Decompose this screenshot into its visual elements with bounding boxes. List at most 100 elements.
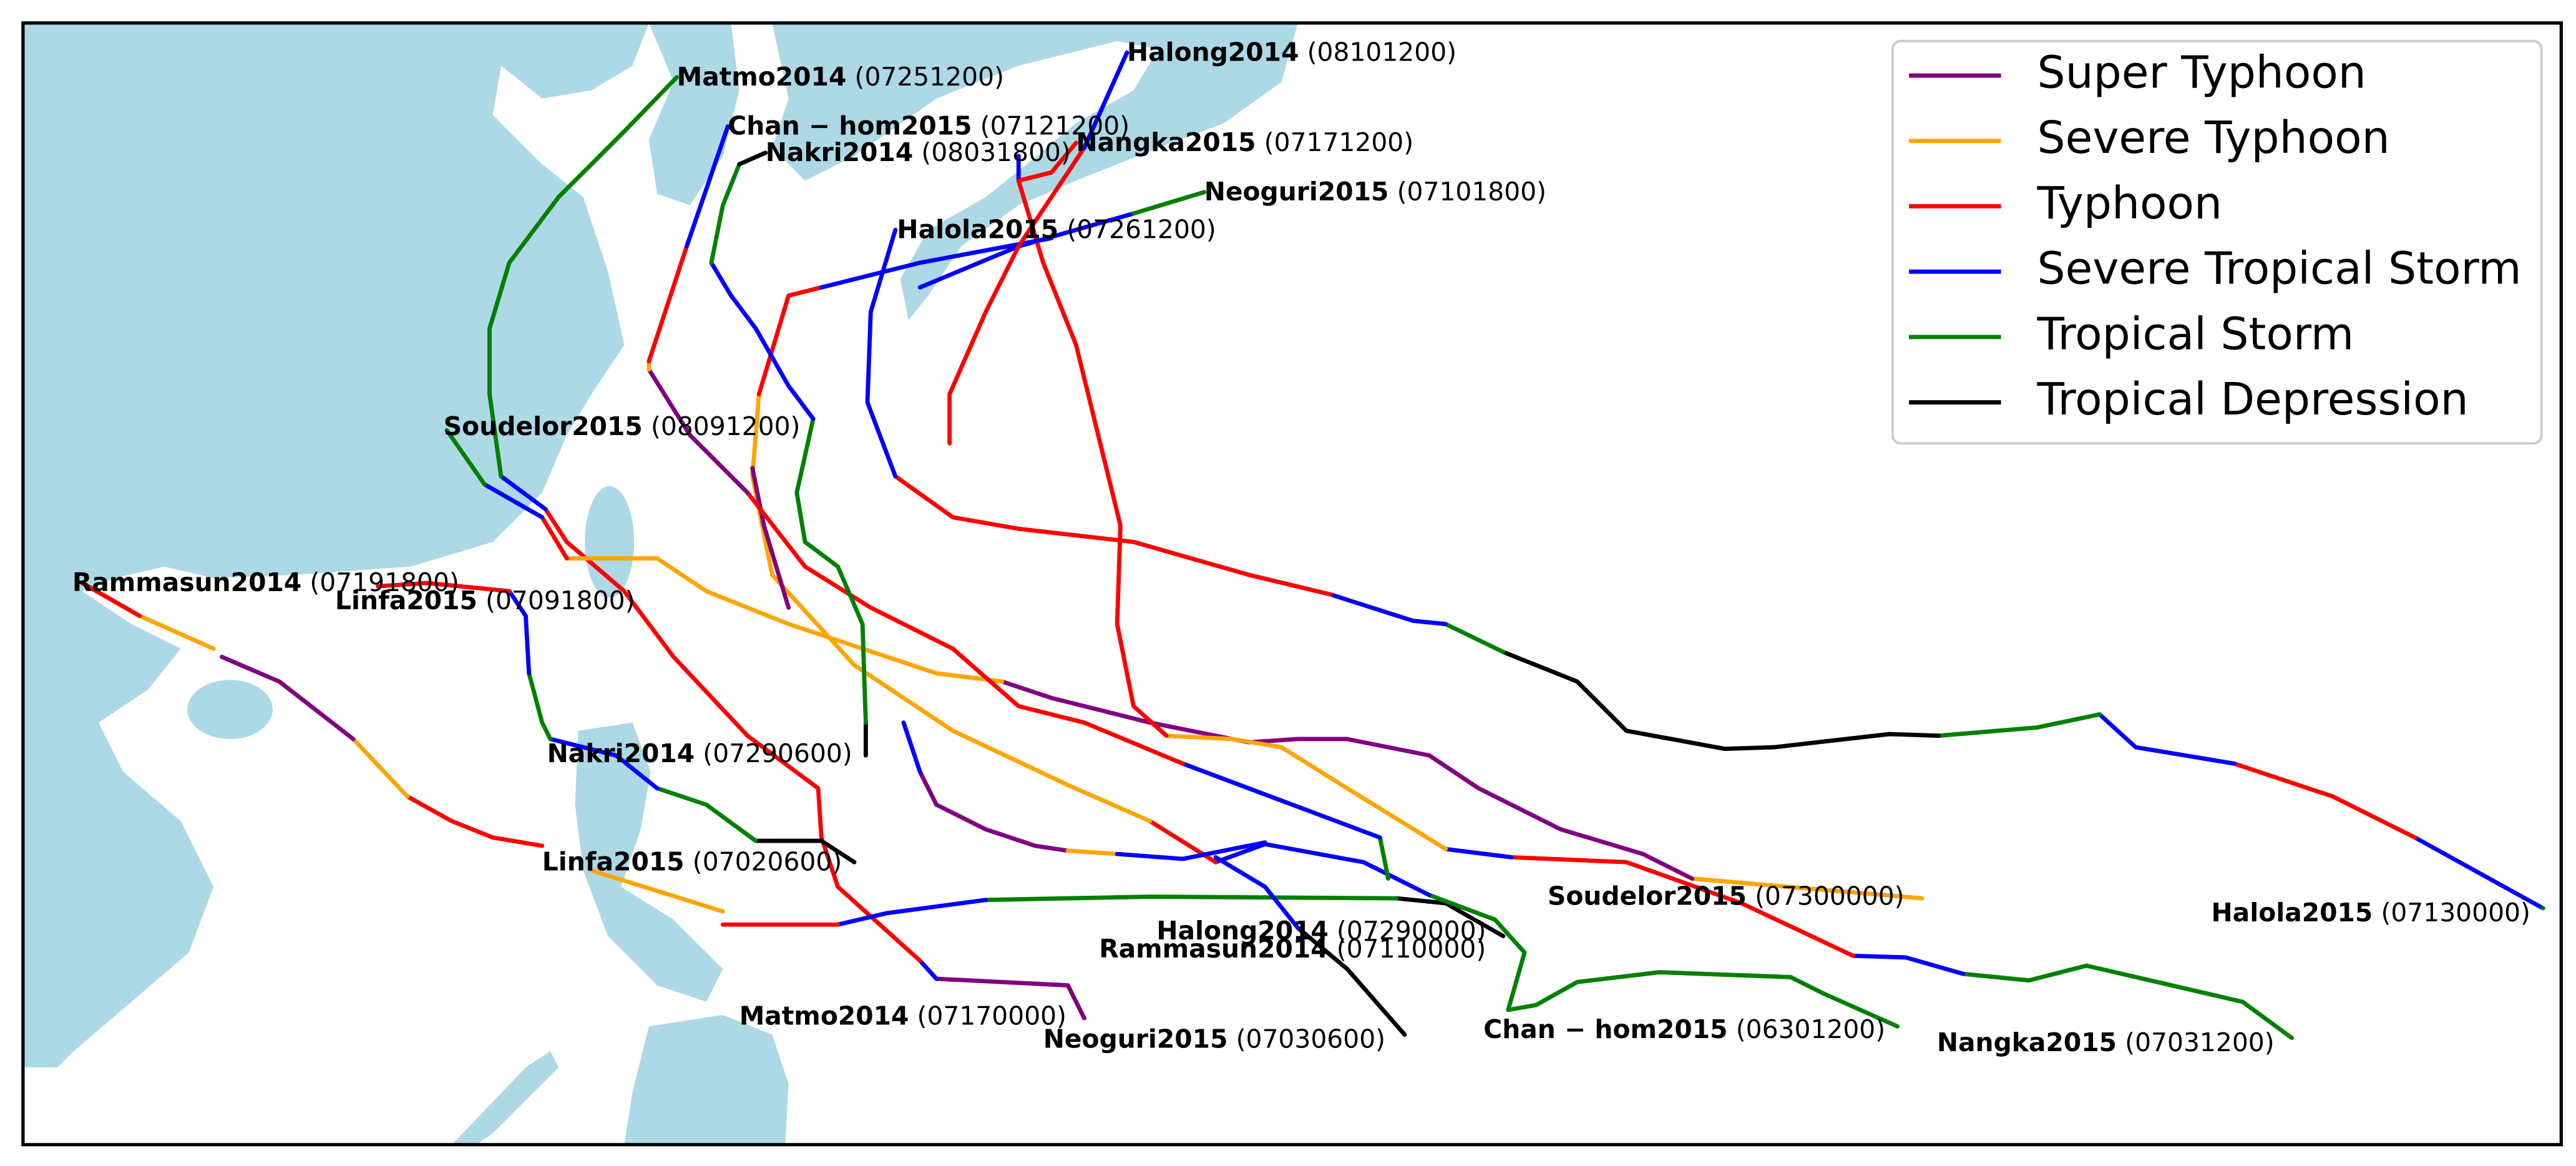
track-segment: [405, 794, 545, 848]
storm-name: Nakri2014: [766, 137, 913, 167]
track-segment: [1443, 846, 1514, 860]
track-segment: [893, 474, 1333, 597]
track-label: Matmo2014 (07251200): [677, 62, 1004, 92]
track-segment: [709, 162, 742, 265]
track-segment: [753, 838, 857, 865]
legend-label: Severe Tropical Storm: [2037, 243, 2521, 295]
track-segment: [499, 474, 548, 512]
track-segment: [2097, 712, 2237, 766]
mainland-asia: [22, 22, 649, 1068]
track-segment: [1000, 679, 1695, 881]
track-segment: [794, 416, 868, 725]
track-segment: [865, 227, 898, 479]
storm-name: Nangka2015: [1937, 1027, 2117, 1057]
track-segment: [2413, 835, 2542, 909]
track-segment: [819, 236, 1054, 290]
storm-time: (08031800): [921, 137, 1070, 167]
track-label: Nangka2015 (07031200): [1937, 1027, 2275, 1057]
storm-name: Rammasun2014: [1099, 934, 1328, 964]
track-segment: [1016, 140, 1078, 183]
track-label: Linfa2015 (07020600): [542, 846, 842, 876]
track-segment: [1378, 835, 1391, 881]
track-segment: [1262, 884, 1300, 930]
storm-time: (07030600): [1236, 1024, 1385, 1054]
storm-name: Neoguri2015: [1043, 1024, 1228, 1054]
track-segment: [737, 150, 768, 167]
track-segment: [1961, 963, 2294, 1041]
storm-name: Soudelor2015: [444, 411, 643, 441]
track-segment: [137, 614, 216, 651]
legend: Super Typhoon Severe Typhoon Typhoon Severe…: [1891, 39, 2543, 445]
track-segment: [351, 737, 410, 799]
storm-name: Rammasun2014: [72, 567, 301, 597]
storm-name: Soudelor2015: [1548, 881, 1747, 911]
track-segment: [1329, 592, 1448, 627]
storm-time: (07101800): [1397, 177, 1546, 207]
storm-time: (07290000): [1337, 916, 1486, 946]
track-segment: [1164, 733, 1448, 851]
visayas-mindanao: [624, 1014, 789, 1145]
track-segment: [1115, 840, 1267, 861]
track-segment: [685, 124, 730, 249]
track-segment: [1443, 622, 1506, 654]
track-segment: [1851, 953, 1966, 976]
track-segment: [1427, 893, 1900, 1029]
storm-name: Halola2015: [2212, 898, 2373, 928]
track-segment: [1509, 855, 1856, 958]
track-segment: [917, 958, 939, 981]
legend-label: Tropical Depression: [2036, 373, 2468, 425]
track-label: Neoguri2015 (07101800): [1204, 177, 1546, 207]
track-label: Rammasun2014 (07110000): [1099, 934, 1486, 964]
luzon: [575, 722, 723, 1002]
track-segment: [901, 720, 922, 774]
storm-time: (07300000): [1755, 881, 1904, 911]
track-segment: [527, 671, 553, 742]
track-segment: [750, 466, 791, 610]
storm-time: (07191800): [310, 567, 459, 597]
track-segment: [487, 75, 680, 479]
track-segment: [983, 894, 1399, 903]
track-segment: [507, 589, 532, 676]
storm-name: Halola2015: [897, 215, 1058, 245]
track-segment: [836, 898, 988, 927]
storm-time: (07290600): [703, 738, 852, 768]
track-segment: [1131, 190, 1207, 216]
track-segment: [1082, 50, 1129, 150]
track-segment: [219, 654, 356, 742]
track-label: Halong2014 (08101200): [1127, 37, 1456, 67]
track-segment: [1690, 876, 1925, 901]
storm-name: Matmo2014: [739, 1001, 909, 1031]
track-segment: [2232, 761, 2417, 840]
track-segment: [646, 367, 750, 495]
storm-time: (08101200): [1307, 37, 1456, 67]
track-segment: [564, 556, 1005, 684]
track-segment: [1213, 855, 1267, 889]
storm-time: (07031200): [2125, 1027, 2274, 1057]
track-segment: [934, 976, 1086, 1021]
track-label: Nangka2015 (07171200): [1076, 127, 1413, 157]
legend-label: Severe Typhoon: [2037, 112, 2389, 164]
storm-name: Halong2014: [1127, 37, 1299, 67]
korea: [648, 22, 739, 205]
track-segment: [548, 737, 660, 791]
legend-label: Typhoon: [2036, 177, 2222, 229]
track-segment: [745, 490, 1185, 766]
land: [22, 22, 1298, 1145]
track-label: Soudelor2015 (08091200): [444, 411, 801, 441]
storm-name: Halong2014: [1156, 916, 1328, 946]
storm-name: Chan − hom2015: [728, 111, 972, 141]
storm-time: (06301200): [1736, 1014, 1885, 1044]
hainan: [187, 680, 273, 739]
track-segment: [444, 428, 487, 487]
storm-time: (07170000): [917, 1001, 1066, 1031]
storm-name: Neoguri2015: [1204, 177, 1389, 207]
track-segment: [756, 285, 824, 396]
track-segment: [1936, 712, 2102, 738]
storm-name: Linfa2015: [335, 585, 477, 615]
track-label: Chan − hom2015 (06301200): [1483, 1014, 1885, 1044]
storm-name: Nangka2015: [1076, 127, 1256, 157]
track-segment: [917, 770, 1070, 853]
track-segment: [1501, 650, 1941, 752]
track-segment: [655, 786, 758, 843]
legend-label: Tropical Storm: [2036, 308, 2354, 360]
